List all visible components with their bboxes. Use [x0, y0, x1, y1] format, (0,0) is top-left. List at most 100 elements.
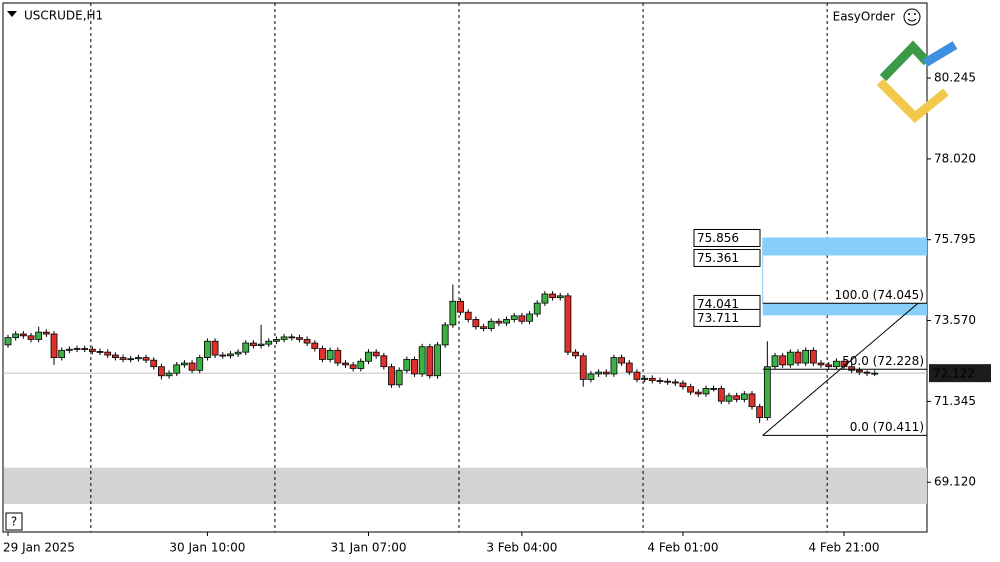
broker-logo: [876, 40, 958, 124]
zone-label: 75.361: [697, 251, 739, 265]
y-tick-label: 71.345: [934, 394, 976, 408]
candle-body: [556, 295, 564, 299]
candle-body: [334, 349, 342, 364]
candle-body: [602, 371, 610, 375]
candle-body: [687, 386, 695, 393]
candle-body: [96, 351, 104, 353]
candle-body: [541, 293, 549, 304]
x-tick-label: 30 Jan 10:00: [169, 541, 245, 555]
candle-body: [142, 357, 150, 361]
candle-body: [65, 348, 73, 351]
candle-body: [595, 371, 602, 375]
candle-body: [771, 355, 779, 368]
candle-body: [579, 355, 587, 380]
candle-body: [457, 300, 464, 313]
candle-body: [111, 354, 119, 359]
candle-body: [181, 362, 188, 366]
candle-body: [342, 362, 349, 366]
candle-body: [81, 348, 89, 350]
candle-body: [779, 355, 787, 366]
candle-body: [418, 346, 426, 375]
candle-body: [825, 364, 833, 368]
smiley-icon[interactable]: [903, 8, 921, 26]
candle-body: [434, 344, 441, 377]
price-zone: [762, 237, 927, 256]
x-tick-label: 29 Jan 2025: [3, 541, 75, 555]
candle-body: [211, 340, 219, 356]
candle-body: [42, 331, 50, 335]
fib-label: 100.0 (74.045): [834, 288, 924, 302]
candle-body: [50, 333, 58, 359]
candle-body: [503, 319, 510, 324]
candle-body: [234, 351, 242, 355]
candle-body: [733, 395, 741, 400]
candle-body: [4, 337, 12, 346]
last-price-box: [929, 364, 991, 383]
candle-body: [756, 406, 764, 418]
candle-body: [88, 348, 96, 352]
candle-body: [403, 359, 411, 371]
candle-body: [587, 373, 595, 380]
candle-body: [27, 335, 35, 340]
candle-body: [648, 377, 656, 381]
candle-body: [817, 362, 825, 366]
candle-body: [510, 315, 518, 320]
candle-body: [73, 348, 81, 350]
candle-body: [533, 302, 541, 315]
zone-label-box: [693, 228, 761, 247]
candle-body: [763, 366, 771, 418]
candle-body: [786, 351, 794, 366]
candle-body: [625, 362, 633, 373]
x-tick-label: 4 Feb 01:00: [647, 541, 718, 555]
candle-body: [35, 331, 43, 340]
candle-body: [104, 351, 112, 356]
candle-body: [204, 340, 211, 359]
candle-body: [380, 355, 388, 368]
candle-body: [157, 366, 165, 377]
fib-label: 50.0 (72.228): [842, 354, 924, 368]
candle-body: [832, 360, 840, 368]
symbol-menu-arrow[interactable]: [7, 11, 17, 17]
candle-body: [679, 382, 687, 388]
candle-body: [12, 333, 20, 339]
candle-body: [388, 366, 395, 386]
candle-body: [518, 315, 526, 322]
candle-body: [273, 339, 280, 342]
candle-body: [173, 364, 181, 374]
candle-body: [664, 380, 672, 383]
candle-body: [702, 388, 710, 395]
easyorder-button[interactable]: EasyOrder: [833, 10, 895, 24]
candle-body: [303, 339, 311, 344]
candle-body: [395, 369, 403, 386]
candle-body: [495, 320, 503, 324]
candle-body: [319, 348, 326, 360]
symbol-label: USCRUDE,H1: [24, 9, 103, 23]
candle-body: [265, 340, 273, 345]
candle-body: [671, 381, 679, 384]
candle-body: [480, 326, 487, 329]
candle-body: [134, 357, 142, 360]
candle-body: [710, 388, 718, 390]
candle-body: [871, 372, 879, 375]
candle-body: [694, 391, 702, 395]
candle-body: [487, 320, 495, 329]
candle-body: [257, 343, 265, 347]
zone-label: 75.856: [697, 231, 739, 245]
candle-body: [572, 351, 579, 357]
candle-body: [280, 336, 288, 340]
candle-body: [794, 351, 802, 364]
candle-body: [165, 372, 173, 377]
x-tick-label: 3 Feb 04:00: [486, 541, 557, 555]
candle-body: [411, 359, 418, 375]
candle-body: [610, 357, 618, 375]
candle-body: [641, 377, 649, 380]
zone-label: 74.041: [697, 297, 739, 311]
candle-body: [441, 324, 449, 346]
last-price-label: 72.122: [933, 367, 975, 381]
help-button[interactable]: [5, 512, 23, 531]
candle-body: [219, 354, 227, 357]
candle-body: [564, 295, 572, 353]
